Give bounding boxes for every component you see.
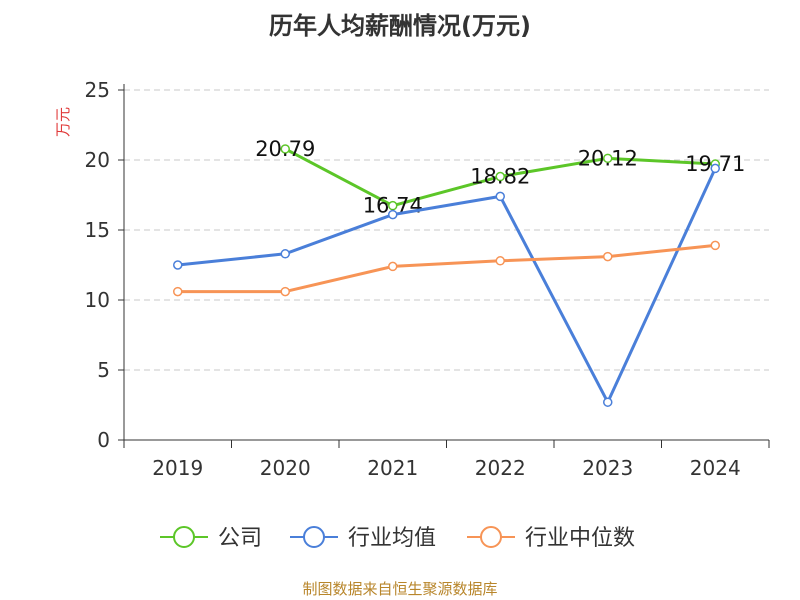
source-note: 制图数据来自恒生聚源数据库 <box>302 580 498 598</box>
data-label: 18.82 <box>470 165 530 189</box>
data-point <box>280 286 290 297</box>
data-label: 20.79 <box>255 137 315 161</box>
series-line-3 <box>177 243 716 294</box>
data-label: 20.12 <box>578 146 638 170</box>
legend-label: 行业中位数 <box>525 526 635 551</box>
data-point <box>388 261 398 272</box>
data-point <box>603 251 613 262</box>
data-point <box>173 286 183 297</box>
data-point <box>495 256 505 266</box>
data-point <box>280 249 290 259</box>
y-tick-label: 5 <box>97 358 110 382</box>
x-tick-label: 2021 <box>367 456 418 480</box>
data-point <box>495 171 505 182</box>
legend-label: 公司 <box>218 526 262 551</box>
x-tick-label: 2023 <box>582 456 633 480</box>
y-tick-label: 10 <box>85 288 110 312</box>
y-axis-label: 万元 <box>54 107 72 137</box>
x-tick-label: 2019 <box>152 456 203 480</box>
data-point <box>603 153 613 164</box>
series-line-2 <box>177 167 717 404</box>
x-tick-label: 2024 <box>690 456 741 480</box>
legend-label: 行业均值 <box>348 526 436 551</box>
data-point <box>388 200 398 211</box>
data-point <box>495 191 505 202</box>
data-point <box>280 144 290 154</box>
data-point <box>388 209 398 220</box>
chart-title: 历年人均薪酬情况(万元) <box>269 12 531 40</box>
y-tick-label: 20 <box>85 148 110 172</box>
x-tick-label: 2022 <box>475 456 526 480</box>
data-point <box>710 163 720 174</box>
data-point <box>603 397 613 407</box>
legend-marker <box>303 526 325 548</box>
y-tick-label: 15 <box>85 218 110 242</box>
y-tick-label: 25 <box>85 78 110 102</box>
data-point <box>173 260 183 270</box>
x-tick-label: 2020 <box>260 456 311 480</box>
legend-marker <box>173 526 195 548</box>
y-tick-label: 0 <box>97 428 110 452</box>
legend-marker <box>480 526 502 548</box>
data-point <box>710 240 720 251</box>
